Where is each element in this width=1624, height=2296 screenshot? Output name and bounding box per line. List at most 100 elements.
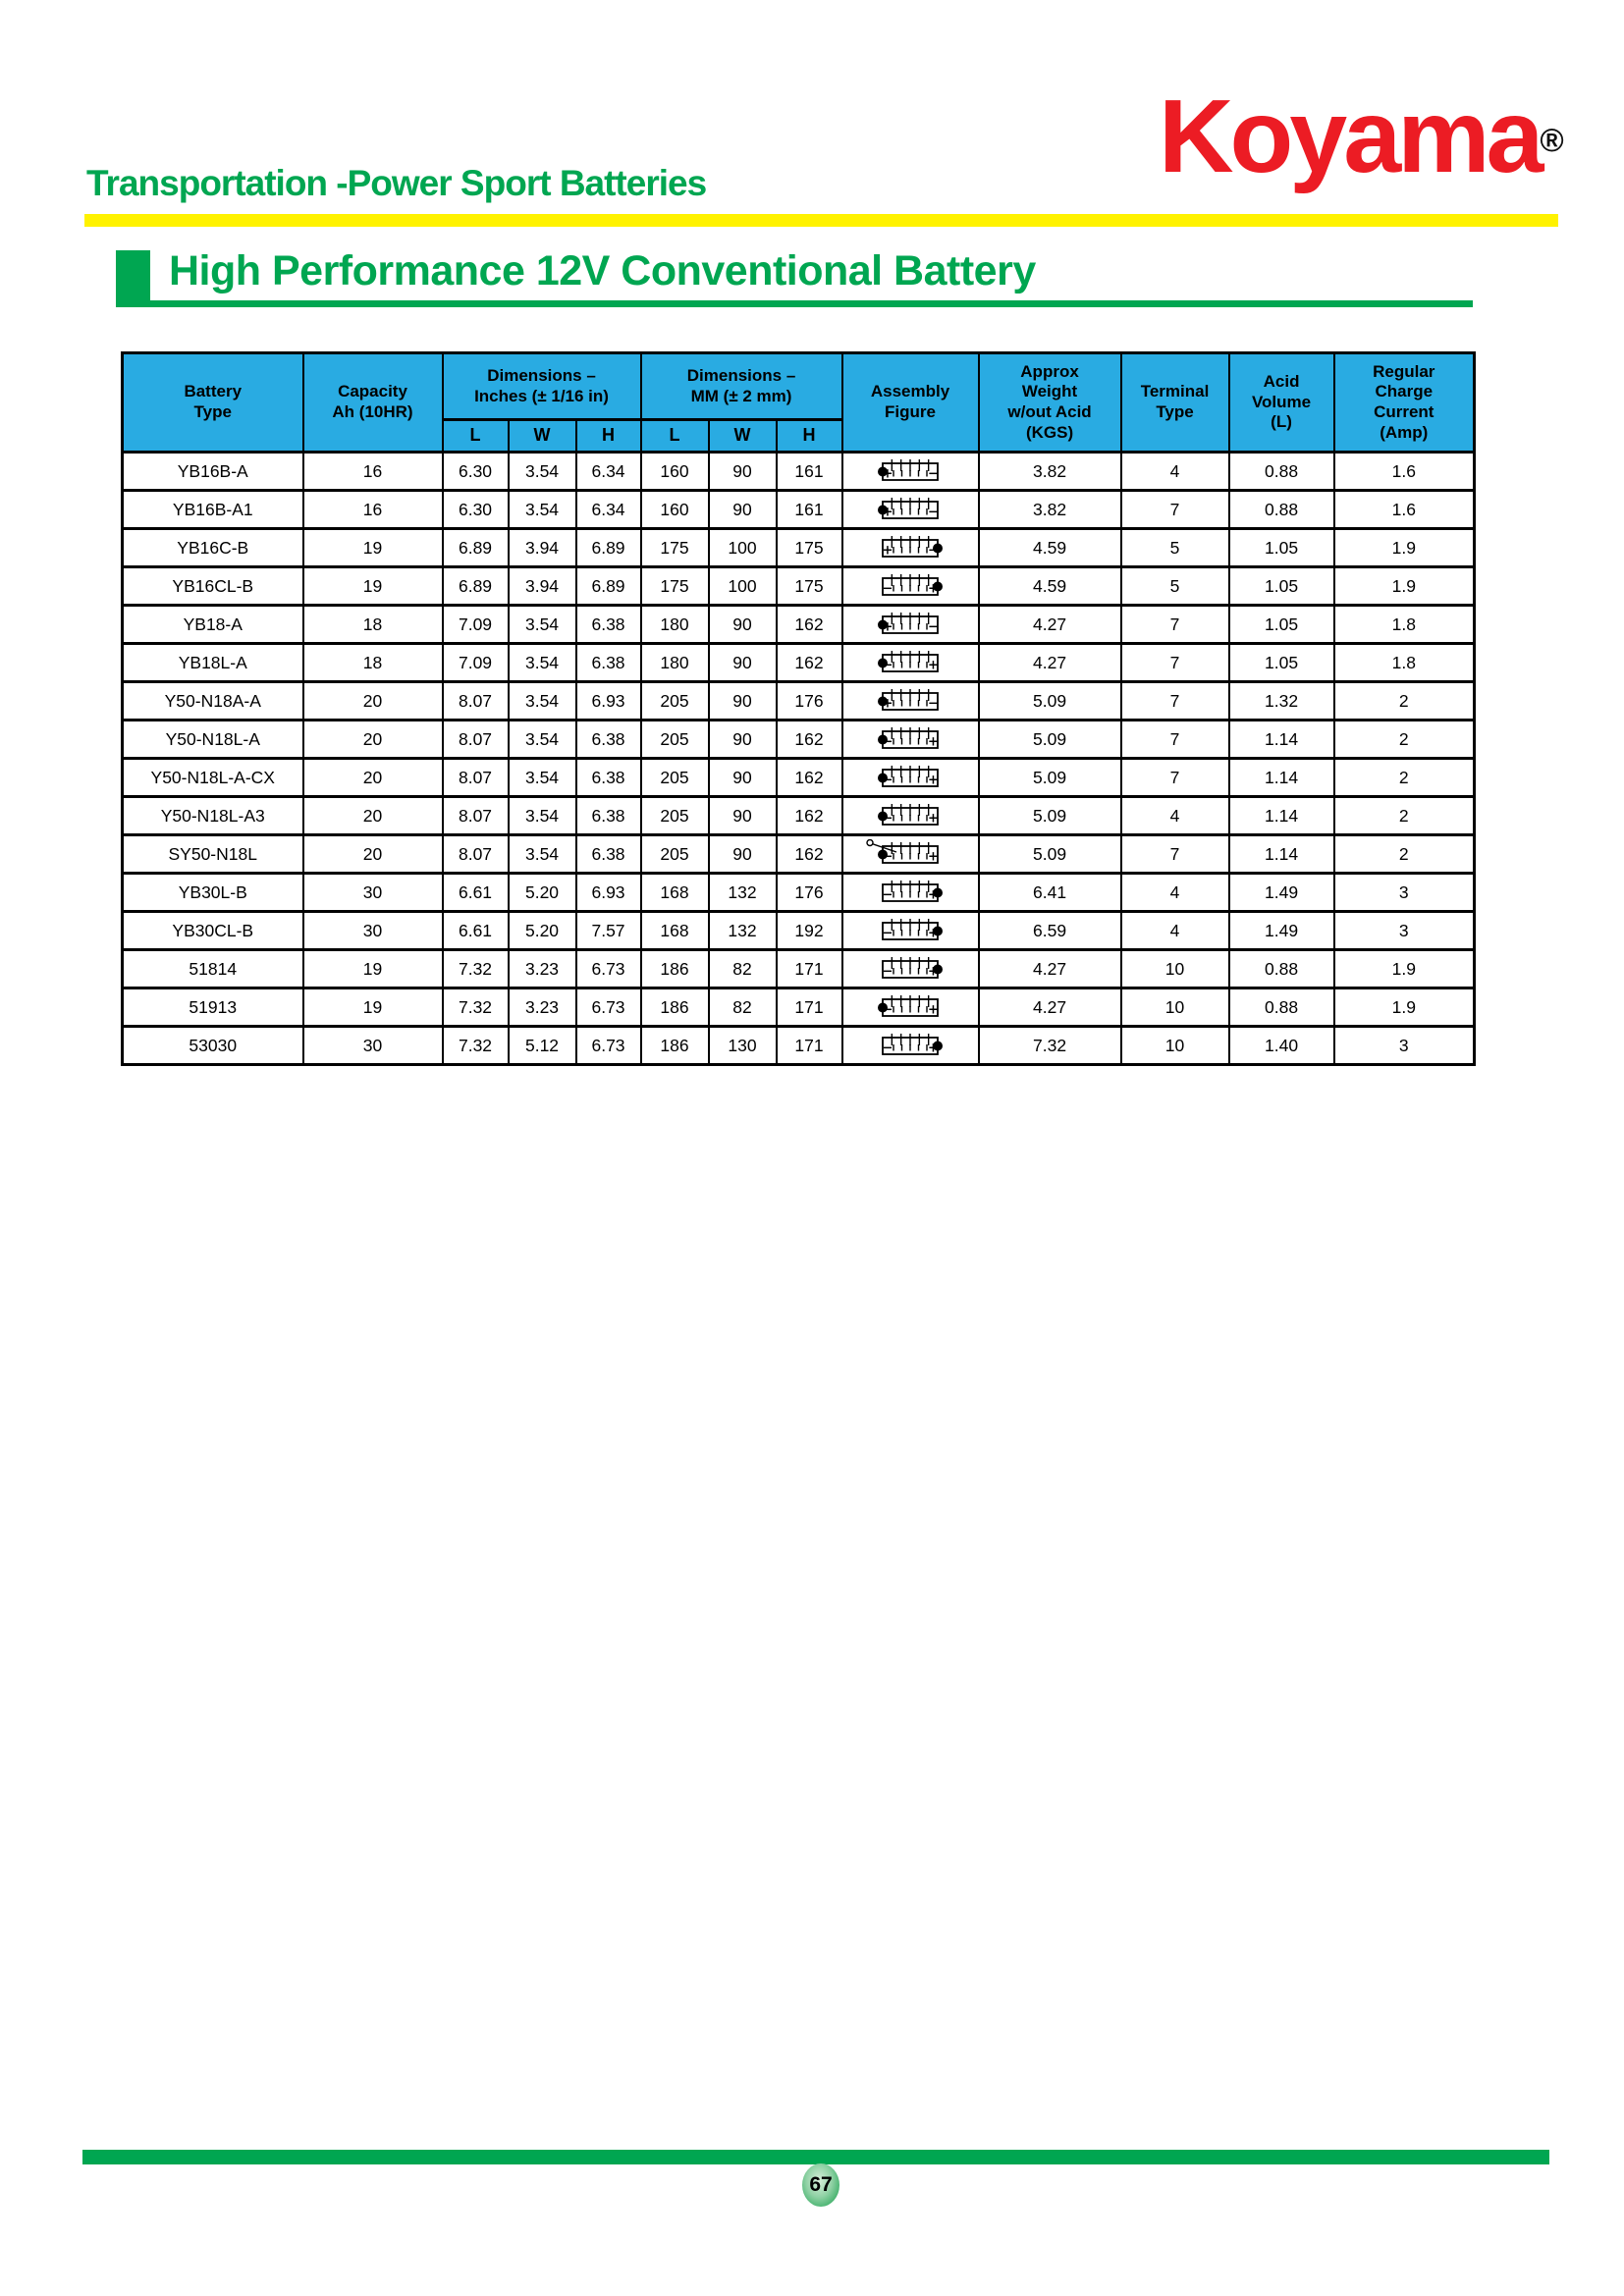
cell-mm-w: 82 — [707, 987, 778, 1028]
cell-assembly-figure: + − — [840, 451, 980, 492]
battery-figure-icon: − + — [878, 766, 939, 788]
svg-text:+: + — [883, 697, 893, 712]
cell-inches-h: 6.38 — [574, 604, 642, 645]
cell-inches-l: 6.89 — [441, 527, 510, 568]
cell-inches-l: 8.07 — [441, 795, 510, 836]
svg-text:+: + — [928, 850, 939, 865]
cell-mm-h: 162 — [775, 757, 843, 798]
cell-battery-type: YB16C-B — [121, 527, 304, 568]
col-header-dims-inches: Dimensions – Inches (± 1/16 in) — [441, 351, 642, 421]
cell-terminal-type: 10 — [1119, 948, 1230, 989]
cell-inches-h: 6.89 — [574, 565, 642, 607]
cell-mm-l: 180 — [639, 642, 710, 683]
svg-text:+: + — [928, 1003, 939, 1018]
cell-terminal-type: 7 — [1119, 719, 1230, 760]
subcol-mm-w: W — [707, 418, 778, 454]
cell-inches-w: 5.20 — [507, 872, 577, 913]
cell-mm-l: 205 — [639, 795, 710, 836]
cell-inches-w: 3.23 — [507, 948, 577, 989]
col-header-acid-volume: Acid Volume (L) — [1227, 351, 1335, 454]
cell-charge-current: 3 — [1332, 1025, 1476, 1066]
cell-capacity: 16 — [301, 451, 444, 492]
cell-inches-h: 6.38 — [574, 795, 642, 836]
battery-figure-icon: + − — [878, 613, 939, 635]
cell-inches-l: 8.07 — [441, 719, 510, 760]
cell-mm-h: 171 — [775, 1025, 843, 1066]
cell-charge-current: 3 — [1332, 910, 1476, 951]
cell-weight: 4.27 — [977, 987, 1122, 1028]
cell-terminal-type: 4 — [1119, 910, 1230, 951]
cell-acid-volume: 1.05 — [1227, 642, 1335, 683]
cell-inches-w: 3.54 — [507, 642, 577, 683]
page-number-badge: 67 — [802, 2163, 839, 2207]
svg-text:−: − — [883, 582, 893, 597]
cell-weight: 5.09 — [977, 757, 1122, 798]
svg-text:+: + — [883, 544, 893, 559]
battery-figure-icon: + − — [878, 459, 939, 482]
cell-assembly-figure: − + — [840, 987, 980, 1028]
table-row: YB16B-A 16 6.30 3.54 6.34 160 90 161 + −3.82 4 0.88… — [121, 451, 1476, 492]
spec-table-body: YB16B-A 16 6.30 3.54 6.34 160 90 161 + −3.82 4 0.88… — [121, 451, 1476, 1066]
cell-mm-w: 90 — [707, 833, 778, 875]
svg-text:−: − — [883, 735, 893, 750]
cell-inches-l: 8.07 — [441, 680, 510, 721]
cell-inches-l: 6.61 — [441, 872, 510, 913]
cell-mm-l: 175 — [639, 565, 710, 607]
svg-text:−: − — [928, 697, 939, 712]
cell-acid-volume: 1.14 — [1227, 833, 1335, 875]
cell-inches-h: 6.38 — [574, 642, 642, 683]
svg-text:+: + — [928, 735, 939, 750]
cell-mm-l: 186 — [639, 987, 710, 1028]
cell-battery-type: YB18L-A — [121, 642, 304, 683]
cell-mm-l: 205 — [639, 719, 710, 760]
battery-figure-icon: − + — [882, 919, 944, 941]
cell-acid-volume: 0.88 — [1227, 948, 1335, 989]
cell-mm-h: 175 — [775, 527, 843, 568]
svg-text:−: − — [928, 506, 939, 520]
subcol-inches-h: H — [574, 418, 642, 454]
table-row: YB30L-B 30 6.61 5.20 6.93 168 132 176− +6.41 4 1.4… — [121, 872, 1476, 913]
svg-text:+: + — [928, 659, 939, 673]
cell-mm-w: 90 — [707, 719, 778, 760]
cell-weight: 5.09 — [977, 719, 1122, 760]
svg-text:−: − — [883, 1041, 893, 1056]
cell-capacity: 19 — [301, 987, 444, 1028]
cell-capacity: 18 — [301, 604, 444, 645]
cell-inches-h: 6.38 — [574, 833, 642, 875]
cell-inches-l: 8.07 — [441, 833, 510, 875]
svg-text:−: − — [883, 850, 893, 865]
cell-battery-type: 51814 — [121, 948, 304, 989]
cell-inches-w: 5.20 — [507, 910, 577, 951]
cell-terminal-type: 7 — [1119, 757, 1230, 798]
cell-acid-volume: 1.14 — [1227, 719, 1335, 760]
svg-text:+: + — [928, 812, 939, 827]
table-row: Y50-N18A-A 20 8.07 3.54 6.93 205 90 176 + −5.09 7 1… — [121, 680, 1476, 721]
cell-inches-h: 6.73 — [574, 948, 642, 989]
cell-capacity: 20 — [301, 757, 444, 798]
svg-text:−: − — [883, 1003, 893, 1018]
svg-text:−: − — [883, 812, 893, 827]
subcol-inches-w: W — [507, 418, 577, 454]
cell-acid-volume: 0.88 — [1227, 451, 1335, 492]
cell-weight: 3.82 — [977, 489, 1122, 530]
cell-mm-h: 176 — [775, 680, 843, 721]
registered-mark-icon: ® — [1540, 122, 1564, 158]
cell-assembly-figure: − + — [840, 872, 980, 913]
cell-weight: 4.59 — [977, 527, 1122, 568]
col-header-dims-mm: Dimensions – MM (± 2 mm) — [639, 351, 843, 421]
cell-mm-w: 90 — [707, 680, 778, 721]
cell-mm-h: 161 — [775, 451, 843, 492]
cell-charge-current: 2 — [1332, 757, 1476, 798]
battery-figure-icon: − + — [882, 957, 944, 980]
battery-figure-icon: − + — [878, 995, 939, 1018]
cell-charge-current: 2 — [1332, 833, 1476, 875]
cell-charge-current: 1.6 — [1332, 451, 1476, 492]
table-row: YB18L-A 18 7.09 3.54 6.38 180 90 162− +4.27 7 1.05… — [121, 642, 1476, 683]
footer-bar — [82, 2150, 1549, 2164]
cell-assembly-figure: − + — [840, 948, 980, 989]
battery-figure-icon: − + — [878, 727, 939, 750]
cell-mm-l: 205 — [639, 833, 710, 875]
cell-charge-current: 1.9 — [1332, 565, 1476, 607]
cell-capacity: 18 — [301, 642, 444, 683]
cell-charge-current: 1.6 — [1332, 489, 1476, 530]
